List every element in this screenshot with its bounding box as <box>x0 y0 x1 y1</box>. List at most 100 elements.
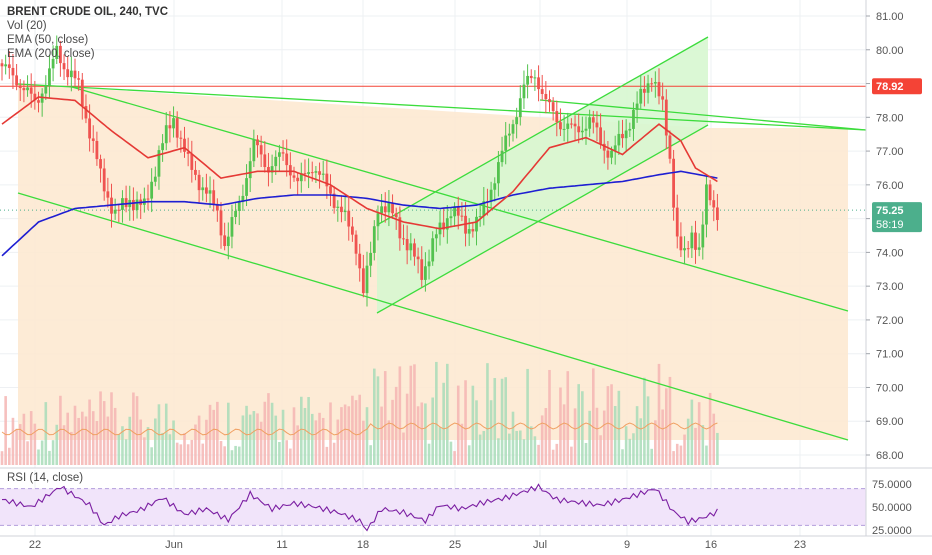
candle-body <box>256 139 259 146</box>
candle-body <box>95 140 99 160</box>
candle-body <box>190 153 194 170</box>
candle-body <box>653 82 657 84</box>
volume-bar <box>405 393 409 465</box>
candle-body <box>621 133 624 139</box>
volume-bar <box>369 445 372 465</box>
candle-body <box>555 111 559 123</box>
candle-body <box>113 209 117 214</box>
volume-bar <box>194 424 197 465</box>
candle-body <box>661 96 665 100</box>
volume-bar <box>427 443 431 465</box>
volume-bar <box>420 402 424 465</box>
volume-bar <box>73 405 77 465</box>
volume-bar <box>340 407 343 465</box>
candle-body <box>237 201 241 211</box>
candle-body <box>69 70 73 78</box>
candle-body <box>146 198 150 200</box>
candle-body <box>716 207 719 221</box>
candle-body <box>493 183 497 190</box>
volume-bar <box>500 378 504 465</box>
volume-bar <box>654 420 657 465</box>
candle-body <box>456 206 460 216</box>
candle-body <box>153 176 157 182</box>
candle-body <box>18 85 22 89</box>
volume-bar <box>59 395 62 465</box>
volume-bar <box>548 369 551 465</box>
time-tick-label: 16 <box>705 539 717 550</box>
volume-bar <box>310 413 314 465</box>
volume-bar <box>70 431 73 465</box>
candle-body <box>11 67 15 76</box>
volume-bar <box>292 407 296 465</box>
volume-bar <box>113 407 117 465</box>
volume-bar <box>442 382 445 465</box>
candle-body <box>241 195 245 202</box>
candle-body <box>562 128 566 130</box>
candle-body <box>307 172 310 174</box>
volume-bar <box>208 404 212 465</box>
volume-bar <box>697 402 701 465</box>
volume-bar <box>256 413 259 465</box>
volume-bar <box>449 441 453 465</box>
volume-bar <box>394 386 398 465</box>
volume-bar <box>278 441 281 465</box>
volume-bar <box>716 432 719 465</box>
volume-bar <box>84 416 88 465</box>
volume-bar <box>223 446 226 465</box>
candle-body <box>405 239 409 251</box>
volume-bar <box>172 420 175 465</box>
candle-body <box>321 173 325 175</box>
volume-bar <box>285 440 288 465</box>
candle-body <box>91 138 95 141</box>
volume-bar <box>183 433 186 465</box>
price-tick-label: 72.00 <box>876 315 904 327</box>
volume-bar <box>343 404 347 465</box>
candle-body <box>205 187 208 194</box>
candle-body <box>343 210 347 213</box>
volume-bar <box>460 423 464 465</box>
price-tick-label: 74.00 <box>876 247 904 259</box>
candle-body <box>522 84 526 99</box>
volume-bar <box>51 440 55 465</box>
volume-bar <box>0 451 4 465</box>
volume-bar <box>683 434 686 465</box>
volume-bar <box>124 439 128 465</box>
time-tick-label: 22 <box>29 539 41 550</box>
down-channel-lower <box>17 192 849 441</box>
volume-bar <box>106 416 110 465</box>
candle-body <box>99 159 102 169</box>
volume-bar <box>44 402 48 465</box>
rsi-tick-label: 25.0000 <box>872 525 912 537</box>
volume-bar <box>665 388 668 465</box>
volume-bar <box>588 410 591 465</box>
candle-body <box>7 64 11 68</box>
volume-bar <box>237 446 241 465</box>
candle-body <box>48 68 51 86</box>
vol-legend: Vol (20) <box>7 20 47 32</box>
volume-bar <box>18 424 22 465</box>
volume-bar <box>102 401 106 465</box>
volume-bar <box>533 436 537 465</box>
candle-body <box>650 83 654 85</box>
volume-bar <box>33 423 37 465</box>
candle-body <box>617 133 621 146</box>
candle-body <box>646 83 650 93</box>
volume-bar <box>387 420 391 465</box>
price-tick-label: 81.00 <box>876 11 904 23</box>
candle-body <box>467 229 471 234</box>
candle-body <box>4 64 8 67</box>
volume-bar <box>424 403 427 465</box>
level-price-tag <box>872 78 922 95</box>
volume-bar <box>672 451 675 465</box>
candle-body <box>570 123 573 125</box>
volume-bar <box>307 397 310 465</box>
candle-body <box>591 117 595 123</box>
volume-bar <box>139 419 142 465</box>
volume-bar <box>402 432 405 465</box>
candle-body <box>599 127 602 144</box>
volume-bar <box>551 449 555 465</box>
candle-body <box>573 123 577 127</box>
volume-bar <box>143 437 146 465</box>
volume-bar <box>489 400 493 465</box>
